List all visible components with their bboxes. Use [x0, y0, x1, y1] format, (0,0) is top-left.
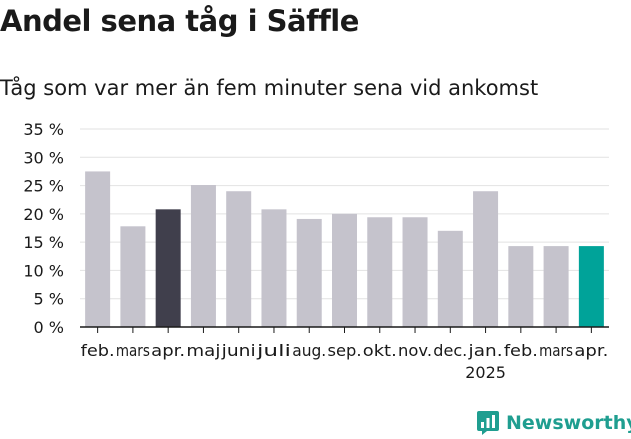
bar [296, 218, 322, 327]
x-axis-tick-labels: feb. mars apr. maj juni juli aug. sep. okt. nov. d… [81, 341, 609, 382]
bar-chart: 0 %5 %10 %15 %20 %25 %30 %35 % feb. mars a… [23, 120, 609, 382]
brand-name: Newsworthy [506, 412, 631, 434]
bar [226, 191, 252, 327]
y-tick-label: 10 % [23, 261, 64, 280]
x-axis [80, 326, 609, 333]
bar [578, 246, 604, 327]
bar [85, 171, 111, 327]
x-year-label: 2025 [465, 363, 506, 382]
x-tick-label: maj [186, 341, 220, 360]
y-axis-tick-labels: 0 % 5 % 10 % 15 % 20 % 25 % 30 % 35 % [23, 120, 64, 337]
x-tick-label: feb. [504, 341, 538, 360]
x-tick-label: juli [256, 341, 291, 360]
bar [437, 230, 463, 327]
y-tick-label: 25 % [23, 177, 64, 196]
y-tick-label: 5 % [34, 290, 64, 309]
x-tick-label: nov. [398, 341, 432, 360]
bar [402, 217, 428, 327]
bar [332, 213, 357, 327]
x-tick-label: feb. [81, 341, 115, 360]
x-tick-label: sep. [328, 341, 362, 360]
y-tick-label: 15 % [23, 233, 64, 252]
y-tick-label: 30 % [23, 148, 64, 167]
x-tick-label: apr. [574, 341, 608, 360]
y-tick-label: 35 % [23, 120, 64, 139]
bar [473, 191, 499, 327]
x-tick-label: juni [221, 341, 256, 360]
x-tick-label: dec. [433, 341, 467, 360]
bar-chart-speech-icon [477, 411, 499, 435]
x-tick-label: aug. [292, 341, 326, 360]
bar [261, 209, 287, 327]
x-tick-label: jan. [467, 341, 502, 360]
x-tick-label: mars [539, 341, 573, 360]
x-tick-label: mars [116, 341, 150, 360]
x-tick-label: apr. [151, 341, 185, 360]
y-tick-label: 0 % [34, 318, 64, 337]
bar [155, 209, 181, 327]
bar [367, 217, 393, 327]
bar [508, 246, 534, 327]
bar [190, 185, 216, 327]
newsworthy-logo: Newsworthy [476, 408, 631, 438]
bars [85, 171, 604, 327]
y-tick-label: 20 % [23, 205, 64, 224]
chart-title: Andel sena tåg i Säffle [0, 4, 359, 38]
chart-subtitle: Tåg som var mer än fem minuter sena vid … [0, 76, 539, 100]
x-tick-label: okt. [363, 341, 397, 360]
bar [543, 246, 569, 327]
bar [120, 226, 146, 327]
